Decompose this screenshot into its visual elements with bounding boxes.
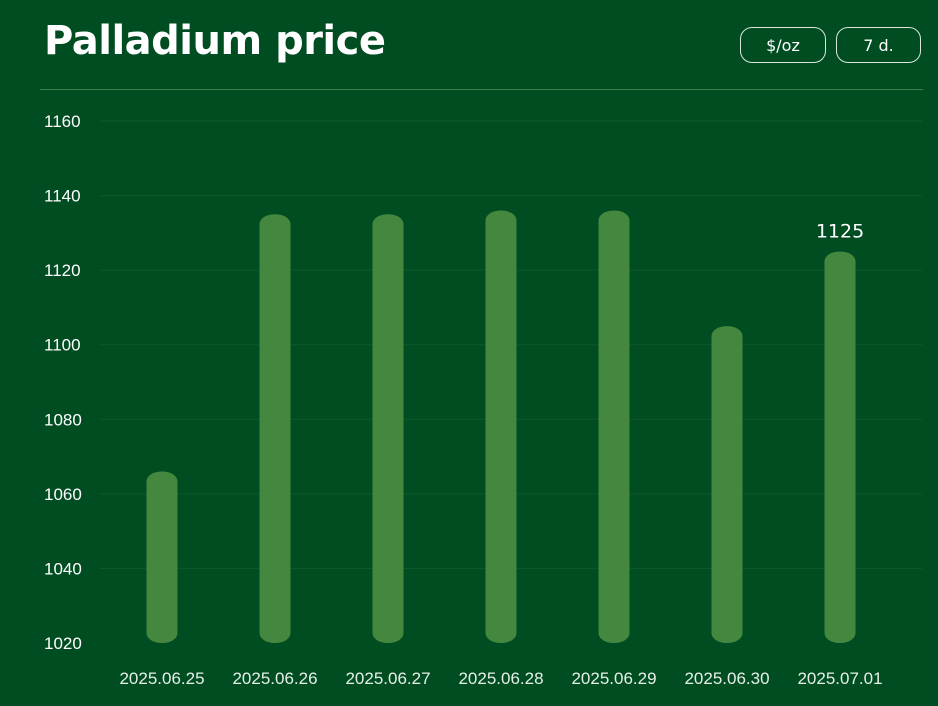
y-tick-label: 1160 bbox=[44, 112, 81, 131]
x-tick-label: 2025.06.30 bbox=[684, 669, 769, 688]
x-tick-label: 2025.06.27 bbox=[345, 669, 430, 688]
x-tick-label: 2025.06.29 bbox=[571, 669, 656, 688]
y-tick-label: 1120 bbox=[44, 261, 81, 280]
page-title: Palladium price bbox=[44, 18, 386, 64]
data-label: 1125 bbox=[816, 221, 864, 243]
y-tick-label: 1020 bbox=[44, 634, 82, 653]
bar bbox=[711, 326, 743, 643]
y-tick-label: 1040 bbox=[44, 559, 82, 578]
x-tick-label: 2025.06.28 bbox=[458, 669, 543, 688]
header-divider bbox=[40, 89, 923, 90]
x-tick-label: 2025.06.25 bbox=[119, 669, 204, 688]
bar bbox=[598, 210, 630, 643]
y-tick-label: 1060 bbox=[44, 485, 82, 504]
x-tick-label: 2025.07.01 bbox=[797, 669, 882, 688]
bar bbox=[259, 214, 291, 643]
bar bbox=[824, 251, 856, 643]
time-range-button[interactable]: 7 d. bbox=[836, 27, 921, 63]
unit-selector-button[interactable]: $/oz bbox=[740, 27, 826, 63]
bar bbox=[146, 471, 178, 643]
y-tick-label: 1100 bbox=[44, 336, 81, 355]
bar bbox=[485, 210, 517, 643]
y-tick-label: 1080 bbox=[44, 410, 82, 429]
x-tick-label: 2025.06.26 bbox=[232, 669, 317, 688]
bar bbox=[372, 214, 404, 643]
y-tick-label: 1140 bbox=[44, 187, 81, 206]
